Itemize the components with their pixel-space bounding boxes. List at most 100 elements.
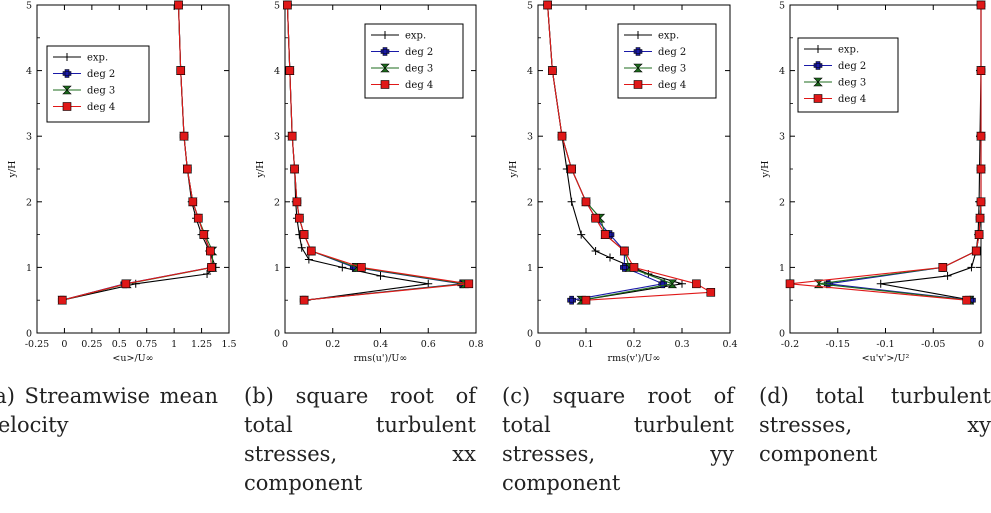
data-point (629, 263, 639, 272)
data-point (591, 213, 600, 223)
x-axis-label: <u'v'>/U² (862, 353, 910, 364)
x-tick-label: 0.25 (81, 339, 102, 350)
x-tick-label: -0.05 (921, 339, 945, 350)
legend-label: exp. (658, 31, 679, 42)
x-tick-label: -0.25 (25, 339, 49, 350)
legend-marker (380, 63, 390, 73)
data-point (131, 279, 140, 288)
data-point (299, 230, 309, 239)
data-point (692, 279, 701, 289)
data-point (543, 0, 552, 10)
data-point (581, 295, 591, 305)
data-point (567, 197, 576, 206)
x-tick-label: -0.15 (826, 339, 850, 350)
legend: exp. deg 2 deg 3 deg 4 (364, 23, 464, 99)
data-point (600, 230, 610, 239)
legend-label: exp. (838, 45, 859, 56)
x-axis-label: rms(v')/U∞ (608, 353, 661, 364)
legend-label: exp. (87, 53, 108, 64)
data-point (577, 230, 586, 239)
data-point (620, 246, 629, 256)
legend-label: deg 2 (838, 61, 866, 72)
data-point (962, 295, 971, 305)
y-tick-label: 0 (779, 329, 785, 340)
y-tick-label: 0 (26, 329, 32, 340)
legend-label: deg 3 (838, 78, 866, 89)
x-axis-label: <u>/U∞ (112, 353, 153, 364)
data-point (976, 0, 986, 10)
y-tick-label: 2 (527, 197, 533, 208)
data-point (464, 279, 474, 289)
data-point (976, 131, 986, 141)
x-tick-label: 1.25 (191, 339, 212, 350)
data-point (976, 164, 986, 174)
legend-marker (633, 63, 643, 73)
data-point (876, 279, 885, 288)
data-point (299, 295, 309, 305)
y-tick-label: 4 (779, 66, 785, 77)
y-tick-label: 5 (779, 1, 785, 12)
y-tick-label: 1 (26, 263, 32, 274)
y-tick-label: 3 (274, 132, 280, 143)
legend: exp. deg 2 deg 3 deg 4 (46, 45, 150, 123)
data-point (567, 164, 576, 174)
legend-label: exp. (405, 31, 426, 42)
x-tick-label: -0.2 (781, 339, 799, 350)
data-point (667, 279, 678, 289)
legend-marker (633, 80, 643, 89)
legend: exp. deg 2 deg 3 deg 4 (797, 37, 899, 113)
data-point (975, 213, 985, 223)
data-point (591, 247, 600, 255)
x-tick-label: 1 (171, 339, 177, 350)
x-tick-label: 0 (978, 339, 984, 350)
data-point (287, 131, 297, 141)
data-point (306, 246, 316, 256)
data-point (557, 131, 567, 141)
data-point (203, 269, 212, 278)
legend-label: deg 4 (838, 94, 866, 105)
y-tick-label: 2 (779, 197, 785, 208)
series-deg-4 (283, 0, 474, 305)
data-point (176, 66, 186, 75)
data-point (706, 288, 716, 297)
data-point (57, 295, 67, 305)
data-point (290, 164, 299, 174)
data-point (971, 246, 981, 256)
x-tick-label: 0.3 (674, 339, 689, 350)
data-point (179, 131, 189, 141)
data-point (938, 263, 948, 272)
data-point (206, 246, 215, 256)
y-tick-label: 2 (26, 197, 32, 208)
data-point (678, 279, 686, 288)
data-point (292, 197, 302, 207)
chart-panel-1: 0 0.2 0.4 0.6 0.8 0 1 2 3 4 5 rms(u')/U∞ y/H exp. deg … (255, 1, 484, 365)
data-point (295, 213, 304, 223)
y-tick-label: 0 (274, 329, 280, 340)
data-point (967, 263, 976, 272)
x-tick-label: 0.2 (325, 339, 340, 350)
legend-marker (634, 31, 642, 39)
y-axis-label: y/H (7, 161, 18, 179)
legend-marker (814, 45, 822, 53)
x-tick-label: 0.6 (421, 339, 436, 350)
legend-label: deg 3 (405, 64, 433, 75)
y-tick-label: 1 (527, 263, 533, 274)
data-point (283, 0, 292, 10)
data-point (785, 279, 795, 289)
data-point (581, 197, 591, 207)
data-point (188, 197, 198, 207)
caption-a: (a) Streamwise mean velocity (0, 384, 218, 437)
data-point (193, 213, 203, 223)
legend-label: deg 2 (658, 47, 686, 58)
data-point (207, 263, 216, 272)
y-tick-label: 3 (527, 132, 533, 143)
data-point (606, 253, 614, 262)
data-point (376, 271, 385, 280)
x-tick-label: 0.1 (578, 339, 593, 350)
data-point (304, 255, 313, 264)
data-point (285, 66, 295, 75)
legend-marker (62, 102, 72, 111)
legend-marker (381, 31, 389, 39)
plots-canvas: -0.25 0 0.25 0.5 0.75 1 1.25 1.5012345<u>/U∞y/H… (7, 0, 986, 365)
caption-b: (b) square root of total turbulent stres… (244, 384, 476, 495)
